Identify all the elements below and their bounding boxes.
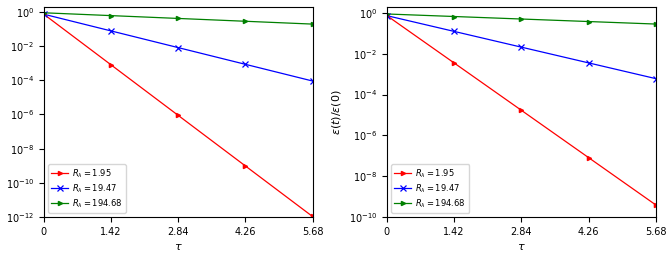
- X-axis label: $\tau$: $\tau$: [517, 243, 526, 252]
- Legend: $R_{\lambda} = 1.95$, $R_{\lambda} = 19.47$, $R_{\lambda} = 194.68$: $R_{\lambda} = 1.95$, $R_{\lambda} = 19.…: [391, 164, 469, 213]
- X-axis label: $\tau$: $\tau$: [174, 243, 183, 252]
- Legend: $R_{\lambda} = 1.95$, $R_{\lambda} = 19.47$, $R_{\lambda} = 194.68$: $R_{\lambda} = 1.95$, $R_{\lambda} = 19.…: [48, 164, 126, 213]
- Y-axis label: $\epsilon(t)/\epsilon(0)$: $\epsilon(t)/\epsilon(0)$: [330, 89, 343, 135]
